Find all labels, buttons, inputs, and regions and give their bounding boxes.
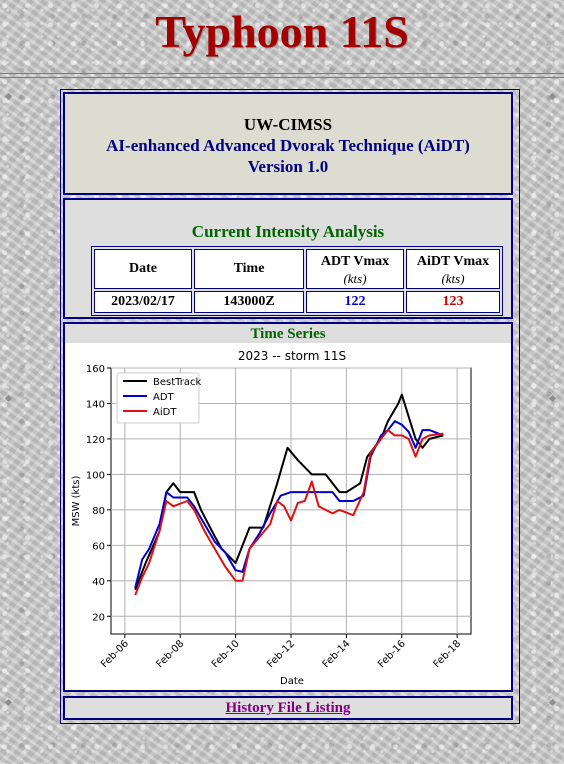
y-tick-label: 120 <box>86 435 105 446</box>
y-axis: 20 40 60 80 100 120 140 160 <box>86 364 111 623</box>
corner-ornament <box>4 92 13 101</box>
series-line-aidt <box>134 429 444 596</box>
y-tick-label: 20 <box>92 612 105 623</box>
legend-label: AiDT <box>153 407 177 418</box>
x-tick-label: Feb-18 <box>431 638 463 670</box>
chart-title: 2023 -- storm 11S <box>238 349 346 363</box>
time-value: 143000Z <box>194 291 304 313</box>
aidt-vmax-value: 123 <box>406 291 500 313</box>
time-series-title: Time Series <box>65 324 511 343</box>
product-name: AI-enhanced Advanced Dvorak Technique (A… <box>106 136 470 155</box>
page-title: Typhoon 11S <box>155 6 409 57</box>
y-tick-label: 100 <box>86 470 105 481</box>
unit-label: (kts) <box>441 270 465 286</box>
y-tick-label: 40 <box>92 577 105 588</box>
x-axis: Feb-06 Feb-08 Feb-10 Feb-12 Feb-14 Feb-16 Feb-… <box>99 634 463 670</box>
y-tick-label: 160 <box>86 364 105 375</box>
legend-label: BestTrack <box>153 377 202 388</box>
header-adt-vmax: ADT Vmax (kts) <box>306 249 404 289</box>
y-tick-label: 140 <box>86 399 105 410</box>
series-line-adt <box>134 420 444 589</box>
current-intensity-panel: Current Intensity Analysis Date Time ADT… <box>63 198 513 319</box>
date-value: 2023/02/17 <box>94 291 192 313</box>
x-tick-label: Feb-06 <box>99 638 131 670</box>
title-divider-bottom <box>0 77 564 78</box>
title-divider-top <box>0 73 564 74</box>
chart-grid <box>111 367 471 634</box>
x-tick-label: Feb-12 <box>265 638 297 670</box>
x-tick-label: Feb-08 <box>154 638 186 670</box>
table-row: 2023/02/17 143000Z 122 123 <box>94 291 500 313</box>
header-panel: UW-CIMSS AI-enhanced Advanced Dvorak Tec… <box>63 92 513 195</box>
x-axis-label: Date <box>280 676 304 687</box>
legend-label: ADT <box>153 392 175 403</box>
corner-ornament <box>548 698 557 707</box>
time-series-panel: Time Series 2023 -- storm 11S 20 40 60 80 10… <box>63 322 513 692</box>
current-intensity-table: Date Time ADT Vmax (kts) AiDT Vmax (kts)… <box>91 246 503 316</box>
header-time: Time <box>194 249 304 289</box>
header-date: Date <box>94 249 192 289</box>
history-panel: History File Listing <box>63 696 513 720</box>
y-tick-label: 60 <box>92 541 105 552</box>
x-tick-label: Feb-14 <box>321 638 353 670</box>
intensity-chart: 2023 -- storm 11S 20 40 60 80 100 120 140 160 F… <box>71 349 472 687</box>
adt-vmax-value: 122 <box>306 291 404 313</box>
x-tick-label: Feb-16 <box>376 638 408 670</box>
header-aidt-vmax: AiDT Vmax (kts) <box>406 249 500 289</box>
y-axis-label: MSW (kts) <box>71 476 82 527</box>
table-header-row: Date Time ADT Vmax (kts) AiDT Vmax (kts) <box>94 249 500 289</box>
current-intensity-title: Current Intensity Analysis <box>191 222 385 241</box>
corner-ornament <box>4 698 13 707</box>
chart-legend: BestTrack ADT AiDT <box>116 372 202 424</box>
history-file-link[interactable]: History File Listing <box>225 700 351 716</box>
series-line-besttrack <box>134 393 444 591</box>
corner-ornament <box>4 394 13 403</box>
y-tick-label: 80 <box>92 506 105 517</box>
corner-ornament <box>548 394 557 403</box>
chart-series <box>134 393 444 596</box>
unit-label: (kts) <box>343 270 367 286</box>
x-tick-label: Feb-10 <box>210 638 242 670</box>
org-name: UW-CIMSS <box>243 115 333 134</box>
corner-ornament <box>548 92 557 101</box>
version-label: Version 1.0 <box>247 157 329 176</box>
